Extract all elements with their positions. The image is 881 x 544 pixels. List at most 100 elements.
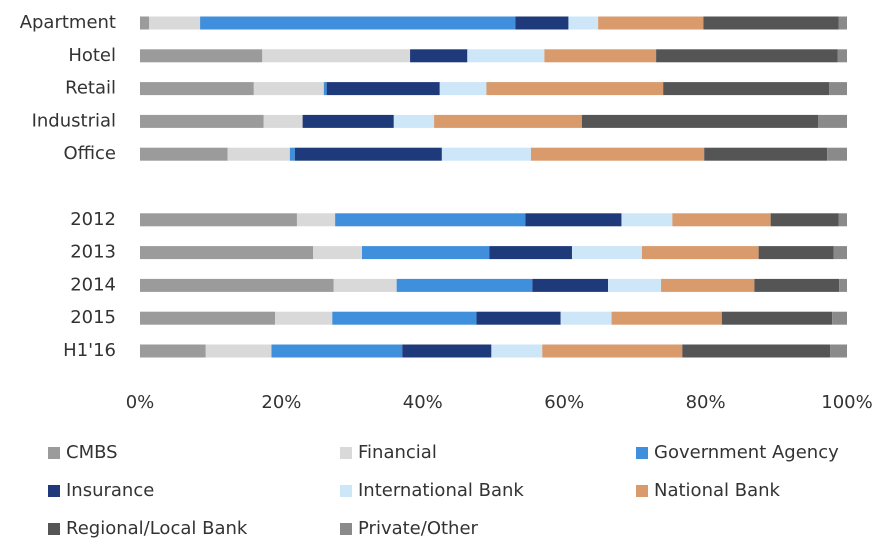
bar-segment — [656, 49, 838, 63]
bar-segment — [140, 311, 276, 325]
bar-segment — [827, 147, 847, 161]
legend-swatch — [340, 485, 352, 497]
bar-segment — [441, 147, 531, 161]
bar-segment — [621, 213, 673, 227]
bar-segment — [140, 16, 150, 30]
legend-label: Private/Other — [358, 518, 479, 539]
legend-label: Government Agency — [654, 442, 839, 463]
bar-segment — [140, 278, 334, 292]
bar-segment — [544, 49, 657, 63]
bar-segment — [410, 49, 468, 63]
bar-segment — [532, 278, 609, 292]
bar-segment — [275, 311, 333, 325]
x-tick-label: 20% — [261, 392, 301, 413]
bar-segment — [571, 246, 642, 260]
bar-segment — [703, 16, 839, 30]
bar-segment — [439, 82, 487, 96]
bar-segment — [140, 344, 206, 358]
bar-segment — [770, 213, 839, 227]
bar-segment — [489, 246, 572, 260]
x-tick-label: 0% — [126, 392, 155, 413]
y-tick-label: 2013 — [70, 242, 116, 263]
bar-segment — [302, 114, 394, 128]
bar-segment — [837, 49, 847, 63]
bar-segment — [140, 82, 254, 96]
legend-label: International Bank — [358, 480, 524, 501]
bar-segment — [140, 246, 314, 260]
bar-segment — [486, 82, 664, 96]
legend-swatch — [636, 485, 648, 497]
y-tick-label: 2014 — [70, 274, 116, 295]
bar-segment — [758, 246, 834, 260]
legend-label: Financial — [358, 442, 437, 463]
y-tick-label: Retail — [65, 78, 116, 99]
bar-segment — [333, 278, 397, 292]
bar-segment — [721, 311, 833, 325]
bar-segment — [581, 114, 819, 128]
bar-segment — [661, 278, 755, 292]
bar-segment — [641, 246, 759, 260]
bar-segment — [289, 147, 295, 161]
bar-segment — [818, 114, 847, 128]
bar-segment — [253, 82, 324, 96]
bar-segment — [839, 278, 847, 292]
bar-segment — [525, 213, 622, 227]
x-tick-label: 60% — [544, 392, 584, 413]
bar-segment — [515, 16, 569, 30]
legend-swatch — [48, 485, 60, 497]
bar-segment — [568, 16, 599, 30]
bar-segment — [313, 246, 362, 260]
bar-segment — [335, 213, 526, 227]
bar-segment — [393, 114, 435, 128]
bar-segment — [140, 114, 264, 128]
bar-segment — [476, 311, 561, 325]
bar-segment — [672, 213, 771, 227]
bar-segment — [611, 311, 722, 325]
x-tick-label: 80% — [686, 392, 726, 413]
bar-segment — [296, 213, 336, 227]
bar-segment — [829, 82, 847, 96]
bar-segment — [262, 49, 411, 63]
bar-segment — [833, 246, 847, 260]
bar-segment — [491, 344, 543, 358]
bar-segment — [396, 278, 533, 292]
y-tick-label: Office — [63, 143, 116, 164]
legend-swatch — [340, 447, 352, 459]
legend-swatch — [48, 447, 60, 459]
bar-segment — [434, 114, 582, 128]
x-tick-label: 100% — [821, 392, 872, 413]
y-tick-label: 2015 — [70, 307, 116, 328]
legend-label: Insurance — [66, 480, 154, 501]
bar-segment — [140, 49, 263, 63]
bar-segment — [682, 344, 831, 358]
legend-swatch — [48, 523, 60, 535]
y-tick-label: Industrial — [32, 110, 116, 131]
bar-segment — [598, 16, 704, 30]
y-tick-label: 2012 — [70, 209, 116, 230]
bar-segment — [838, 16, 847, 30]
y-tick-label: Apartment — [20, 12, 116, 33]
y-tick-label: Hotel — [68, 45, 116, 66]
x-tick-label: 40% — [403, 392, 443, 413]
bar-segment — [467, 49, 545, 63]
bar-segment — [271, 344, 403, 358]
legend-label: National Bank — [654, 480, 781, 501]
bar-segment — [263, 114, 303, 128]
y-tick-label: H1'16 — [63, 340, 116, 361]
bar-segment — [323, 82, 327, 96]
bar-segment — [832, 311, 847, 325]
bar-segment — [402, 344, 492, 358]
bar-segment — [140, 213, 297, 227]
bar-segment — [530, 147, 705, 161]
bar-segment — [560, 311, 612, 325]
bar-segment — [704, 147, 828, 161]
legend-swatch — [340, 523, 352, 535]
bar-segment — [830, 344, 847, 358]
bar-segment — [149, 16, 201, 30]
legend-label: Regional/Local Bank — [66, 518, 248, 539]
legend-swatch — [636, 447, 648, 459]
bar-segment — [542, 344, 683, 358]
bar-segment — [326, 82, 440, 96]
bar-segment — [663, 82, 830, 96]
